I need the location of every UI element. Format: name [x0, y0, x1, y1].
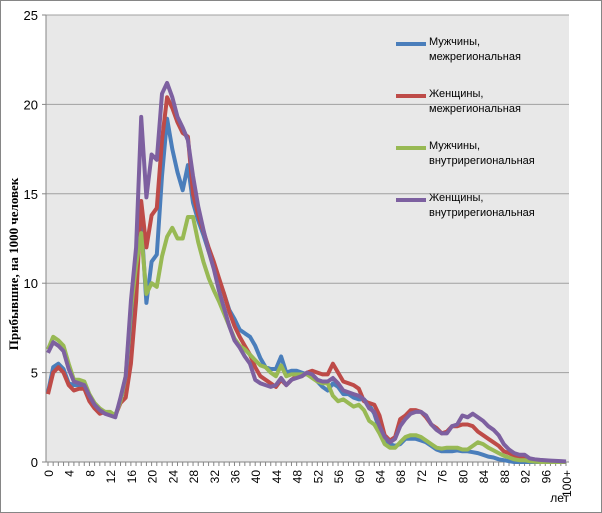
x-tick-label: 32: [208, 470, 222, 484]
x-tick-label: 16: [125, 470, 139, 484]
legend-swatch: [396, 198, 426, 202]
x-tick-label: 28: [187, 470, 201, 484]
plot-area: [46, 15, 569, 462]
y-tick-label: 20: [24, 97, 38, 112]
legend: Мужчины, межрегиональная Женщины, межрегио…: [396, 35, 596, 243]
x-tick-label: 12: [104, 470, 118, 484]
legend-item: Женщины, межрегиональная: [396, 87, 596, 139]
x-tick-label: 44: [270, 470, 284, 484]
series-line: [46, 80, 567, 464]
x-tick-label: 76: [436, 470, 450, 484]
y-tick-label: 15: [24, 187, 38, 202]
y-tick-label: 5: [31, 366, 38, 381]
x-tick-label: 68: [394, 470, 408, 484]
x-tick-label: 8: [83, 470, 97, 477]
legend-label: Женщины, внутрирегиональная: [429, 192, 535, 219]
y-tick-label: 0: [31, 455, 38, 470]
x-tick-label: 60: [353, 470, 367, 484]
legend-label: Женщины, межрегиональная: [429, 88, 521, 115]
x-tick-label: 4: [63, 470, 77, 477]
legend-swatch: [396, 94, 426, 98]
x-tick-label: 0: [42, 470, 56, 477]
y-tick-label: 25: [24, 8, 38, 23]
legend-label: Мужчины, внутрирегиональная: [429, 140, 535, 167]
x-tick-label: 84: [477, 470, 491, 484]
x-tick-label: 100+: [560, 470, 574, 497]
x-tick-label: 40: [249, 470, 263, 484]
x-tick-label: 96: [539, 470, 553, 484]
legend-item: Женщины, внутрирегиональная: [396, 191, 596, 243]
x-tick-label: 24: [166, 470, 180, 484]
x-tick-label: 20: [146, 470, 160, 484]
x-tick-label: 72: [415, 470, 429, 484]
x-tick-label: 88: [498, 470, 512, 484]
x-tick-label: 92: [519, 470, 533, 484]
legend-label: Мужчины, межрегиональная: [429, 36, 521, 63]
x-tick-label: 80: [456, 470, 470, 484]
x-tick-label: 36: [228, 470, 242, 484]
legend-item: Мужчины, внутрирегиональная: [396, 139, 596, 191]
legend-swatch: [396, 42, 426, 46]
y-tick-label: 10: [24, 276, 38, 291]
legend-item: Мужчины, межрегиональная: [396, 35, 596, 87]
x-tick-label: 64: [374, 470, 388, 484]
x-tick-label: 56: [332, 470, 346, 484]
y-axis-label: Прибывшие, на 1000 человек: [6, 177, 21, 351]
x-tick-label: 48: [291, 470, 305, 484]
x-axis-label: лет: [550, 491, 569, 505]
x-tick-label: 52: [311, 470, 325, 484]
legend-swatch: [396, 146, 426, 150]
